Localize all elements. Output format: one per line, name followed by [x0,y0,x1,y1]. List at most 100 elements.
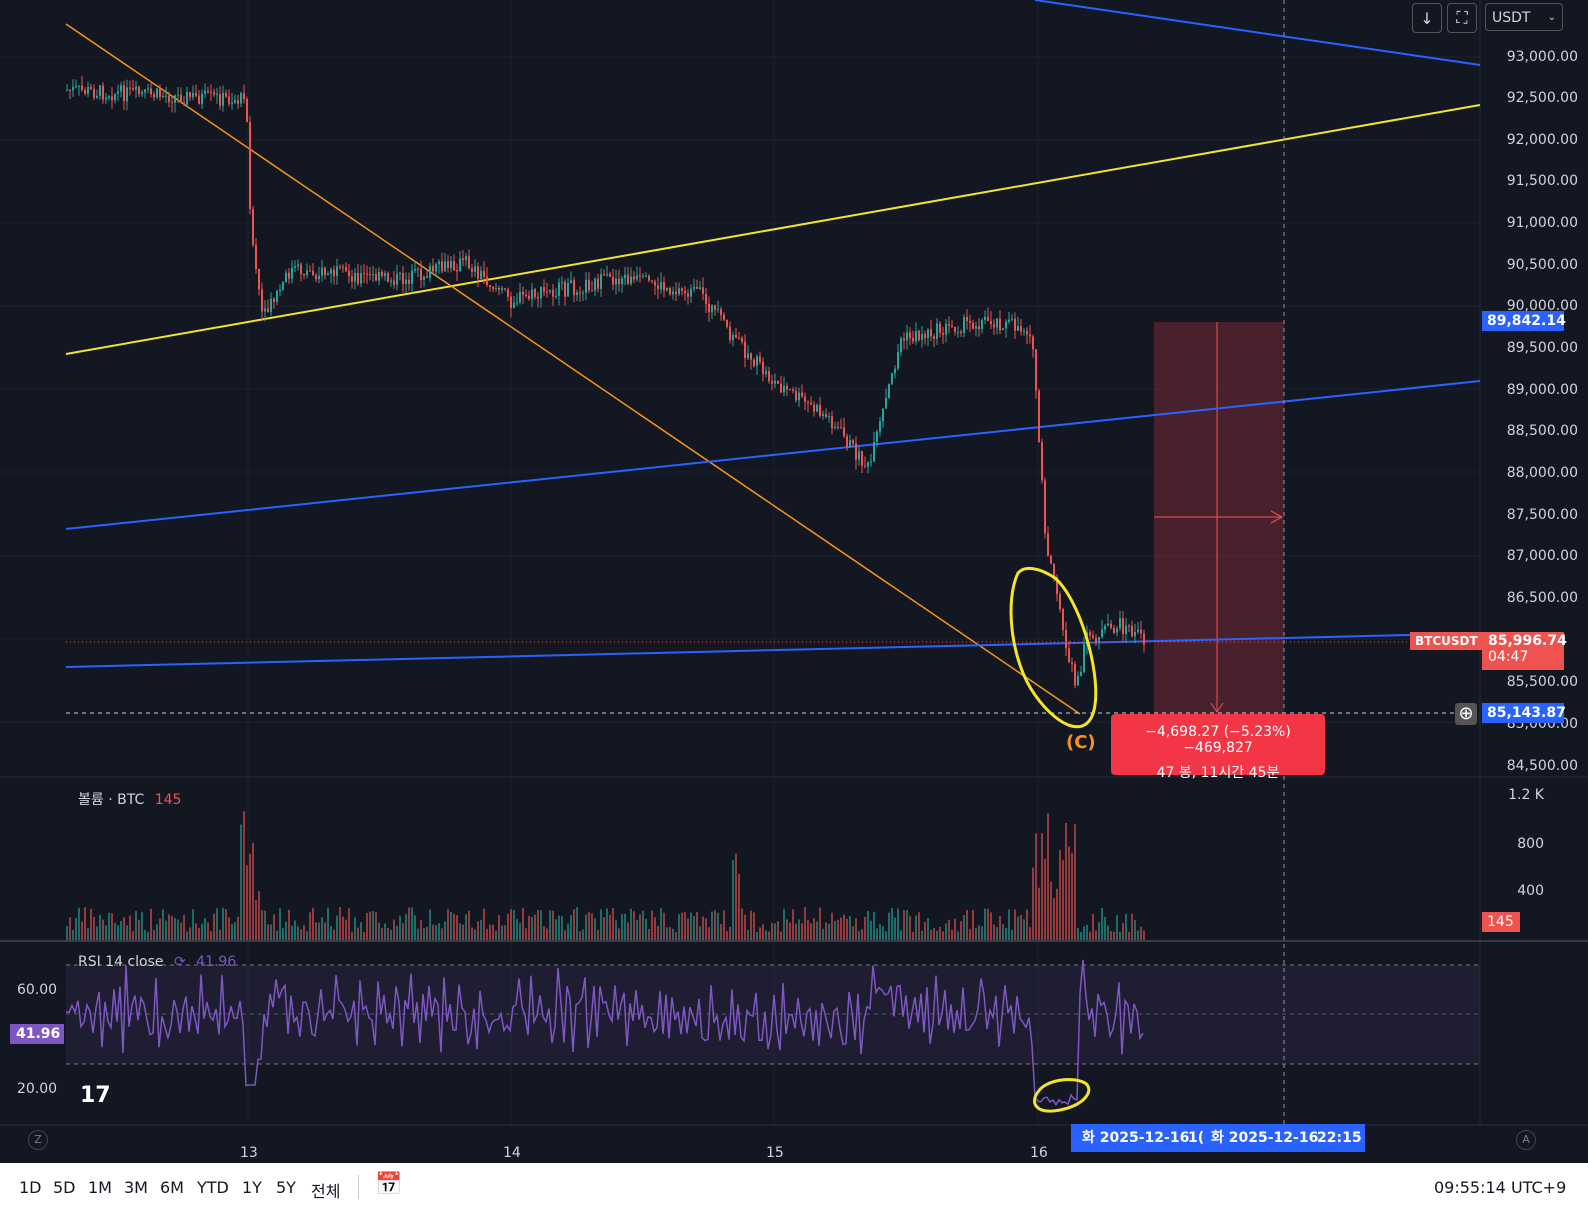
candle-body [714,305,716,310]
candle-body [381,271,383,277]
candle-body [186,92,188,105]
volume-bar [603,917,605,940]
volume-bar [1062,860,1064,940]
volume-bar [732,860,734,940]
clock[interactable]: 09:55:14 UTC+9 [1434,1178,1567,1197]
price-axis-label: 91,500.00 [1506,173,1578,189]
volume-legend[interactable]: 볼륨 · BTC 145 [78,789,181,809]
volume-bar [222,907,224,940]
candle-body [273,298,275,302]
price-chart[interactable] [0,0,1588,1163]
volume-bar [216,908,218,940]
volume-bar [171,916,173,940]
volume-bar [129,915,131,940]
candle-body [594,278,596,291]
candle-body [99,85,101,96]
volume-bar [591,913,593,940]
candle-body [468,256,470,269]
volume-bar [489,924,491,940]
candle-body [855,443,857,460]
add-alert-button[interactable]: ⊕ [1455,703,1477,725]
candle-body [411,270,413,284]
candle-body [717,309,719,311]
volume-bar [270,924,272,940]
candle-body [969,320,971,323]
timeframe-5y[interactable]: 5Y [276,1178,296,1197]
refresh-icon: ⟳ [173,954,186,970]
volume-bar [186,931,188,940]
volume-bar [714,910,716,940]
volume-bar [423,927,425,940]
crosshair-time-tag: 화 2025-12-16 1( 화 2025-12-16 22:15 [1071,1124,1365,1152]
volume-bar [420,920,422,940]
candle-body [1098,637,1100,643]
timeframe-3m[interactable]: 3M [124,1178,148,1197]
volume-bar [411,907,413,940]
candle-body [357,273,359,284]
candle-body [534,289,536,297]
timeframe-1d[interactable]: 1D [19,1178,42,1197]
timeframe-ytd[interactable]: YTD [197,1178,229,1197]
candle-body [1023,330,1025,332]
candle-body [696,286,698,289]
volume-bar [534,914,536,940]
candle-body [510,296,512,308]
candle-body [327,273,329,276]
time-axis-corner-z[interactable]: Z [28,1130,48,1150]
fullscreen-button[interactable]: ⛶ [1447,3,1477,33]
timeframe-6m[interactable]: 6M [160,1178,184,1197]
volume-bar [111,913,113,940]
time-label: 16 [1030,1145,1048,1161]
volume-bar [660,908,662,940]
timeframe-5d[interactable]: 5D [53,1178,76,1197]
volume-bar [984,908,986,940]
volume-bar [702,916,704,940]
candle-body [1143,633,1145,645]
candle-body [957,331,959,333]
volume-bar [120,920,122,940]
candle-body [150,88,152,95]
candle-body [699,287,701,289]
candle-body [672,291,674,295]
volume-bar [1068,846,1070,940]
candle-body [540,287,542,299]
download-button[interactable]: ↓ [1412,3,1442,33]
price-axis-label: 84,500.00 [1506,758,1578,774]
volume-bar [564,930,566,940]
volume-bar [729,926,731,940]
date-range-icon[interactable]: 📅 [375,1172,403,1197]
volume-bar [1140,926,1142,940]
candle-body [72,86,74,91]
candle-body [513,302,515,308]
currency-select[interactable]: USDT ⌄ [1485,3,1563,31]
candle-body [741,337,743,342]
candle-body [195,92,197,96]
measure-line1: −4,698.27 (−5.23%) −469,827 [1145,724,1291,756]
volume-bar [879,924,881,940]
volume-bar [363,931,365,940]
volume-bar [579,931,581,940]
volume-bar [213,913,215,940]
time-axis-corner-a[interactable]: A [1516,1130,1536,1150]
candle-body [270,298,272,313]
volume-bar [1056,888,1058,940]
candle-body [237,100,239,104]
volume-bar [951,929,953,940]
volume-bar [279,908,281,940]
candle-body [579,292,581,294]
timeframe-1y[interactable]: 1Y [242,1178,262,1197]
candle-body [81,85,83,91]
candle-body [87,86,89,94]
candle-body [777,380,779,384]
volume-bar [105,925,107,940]
candle-body [888,384,890,398]
rsi-legend[interactable]: RSI 14 close ⟳ 41.96 [78,954,236,970]
volume-bar [312,907,314,940]
volume-bar [1047,813,1049,940]
timeframe-all[interactable]: 전체 [311,1182,341,1201]
candle-body [477,266,479,279]
yellow-rsi-circle-annotation [1033,1078,1091,1113]
candle-body [174,95,176,103]
volume-bar [1113,931,1115,940]
timeframe-1m[interactable]: 1M [88,1178,112,1197]
